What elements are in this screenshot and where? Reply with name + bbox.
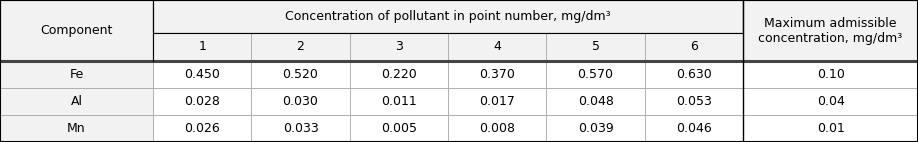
Bar — [0, 0, 153, 61]
Text: 0.370: 0.370 — [479, 68, 515, 81]
Bar — [744, 115, 918, 142]
Bar — [252, 61, 350, 88]
Text: 0.046: 0.046 — [676, 122, 711, 135]
Bar — [744, 0, 918, 61]
Text: 5: 5 — [591, 40, 599, 53]
Text: 0.026: 0.026 — [185, 122, 220, 135]
Bar — [448, 61, 546, 88]
Text: 0.033: 0.033 — [283, 122, 319, 135]
Bar — [153, 0, 744, 33]
Bar — [546, 88, 644, 115]
Bar — [350, 88, 448, 115]
Bar — [744, 88, 918, 115]
Text: 0.048: 0.048 — [577, 95, 613, 108]
Text: 0.039: 0.039 — [577, 122, 613, 135]
Bar — [153, 88, 252, 115]
Text: 0.053: 0.053 — [676, 95, 711, 108]
Bar — [644, 33, 744, 61]
Bar — [0, 115, 153, 142]
Bar — [644, 115, 744, 142]
Text: Al: Al — [71, 95, 83, 108]
Bar — [448, 33, 546, 61]
Bar — [350, 61, 448, 88]
Bar — [252, 115, 350, 142]
Text: 2: 2 — [297, 40, 305, 53]
Text: 0.01: 0.01 — [817, 122, 845, 135]
Bar — [0, 88, 153, 115]
Text: Maximum admissible
concentration, mg/dm³: Maximum admissible concentration, mg/dm³ — [758, 16, 902, 45]
Text: 0.520: 0.520 — [283, 68, 319, 81]
Text: 0.028: 0.028 — [185, 95, 220, 108]
Text: Concentration of pollutant in point number, mg/dm³: Concentration of pollutant in point numb… — [285, 10, 610, 23]
Text: 0.220: 0.220 — [381, 68, 417, 81]
Bar — [744, 61, 918, 88]
Bar — [546, 61, 644, 88]
Text: 0.450: 0.450 — [185, 68, 220, 81]
Text: 0.005: 0.005 — [381, 122, 417, 135]
Bar — [644, 88, 744, 115]
Bar — [0, 61, 153, 88]
Bar — [153, 61, 252, 88]
Bar — [448, 88, 546, 115]
Bar — [350, 115, 448, 142]
Text: 4: 4 — [493, 40, 501, 53]
Bar — [252, 33, 350, 61]
Text: Mn: Mn — [67, 122, 85, 135]
Bar — [448, 115, 546, 142]
Text: 0.030: 0.030 — [283, 95, 319, 108]
Bar — [546, 33, 644, 61]
Text: 0.011: 0.011 — [381, 95, 417, 108]
Bar — [644, 61, 744, 88]
Text: 0.10: 0.10 — [817, 68, 845, 81]
Text: Fe: Fe — [70, 68, 84, 81]
Text: 0.630: 0.630 — [676, 68, 711, 81]
Text: 6: 6 — [690, 40, 698, 53]
Text: 3: 3 — [395, 40, 403, 53]
Bar — [350, 33, 448, 61]
Bar — [153, 115, 252, 142]
Bar — [252, 88, 350, 115]
Text: 0.017: 0.017 — [479, 95, 515, 108]
Text: 0.04: 0.04 — [817, 95, 845, 108]
Bar — [153, 33, 252, 61]
Text: 0.008: 0.008 — [479, 122, 515, 135]
Text: 0.570: 0.570 — [577, 68, 613, 81]
Bar — [546, 115, 644, 142]
Text: 1: 1 — [198, 40, 207, 53]
Text: Component: Component — [40, 24, 113, 37]
